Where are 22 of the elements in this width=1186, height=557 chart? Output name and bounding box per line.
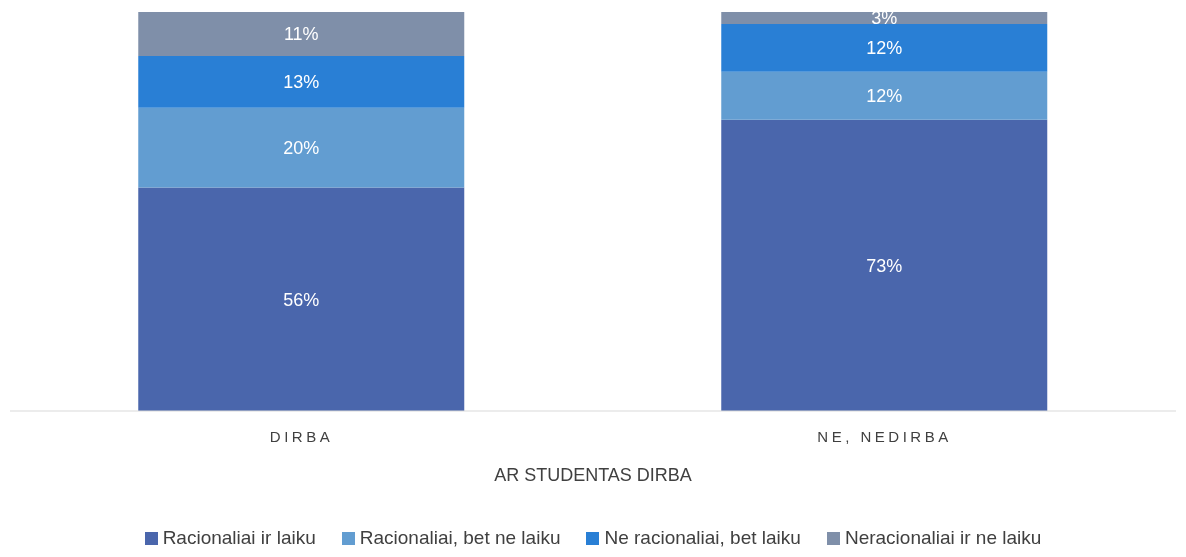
bar bbox=[721, 12, 1048, 24]
x-axis-title: AR STUDENTAS DIRBA bbox=[494, 465, 692, 485]
legend-label: Neracionaliai ir ne laiku bbox=[843, 527, 1042, 549]
data-label: 13% bbox=[283, 72, 320, 93]
legend-label: Racionaliai ir laiku bbox=[161, 527, 316, 549]
legend-label: Ne racionaliai, bet laiku bbox=[603, 527, 801, 549]
bar bbox=[138, 187, 465, 411]
data-label: 73% bbox=[866, 255, 903, 276]
data-label: 11% bbox=[283, 24, 319, 45]
data-label: 12% bbox=[866, 38, 903, 59]
bar bbox=[721, 119, 1048, 411]
x-tick-label: NE, NEDIRBA bbox=[817, 427, 952, 445]
data-label: 56% bbox=[283, 289, 320, 310]
data-label: 12% bbox=[866, 86, 903, 107]
legend-label: Racionaliai, bet ne laiku bbox=[358, 527, 561, 549]
x-tick-label: DIRBA bbox=[269, 427, 334, 445]
bar bbox=[138, 55, 465, 108]
bar bbox=[721, 23, 1048, 72]
bar bbox=[138, 12, 465, 56]
bar bbox=[721, 71, 1048, 120]
bar bbox=[138, 107, 465, 188]
data-label: 20% bbox=[283, 138, 320, 159]
